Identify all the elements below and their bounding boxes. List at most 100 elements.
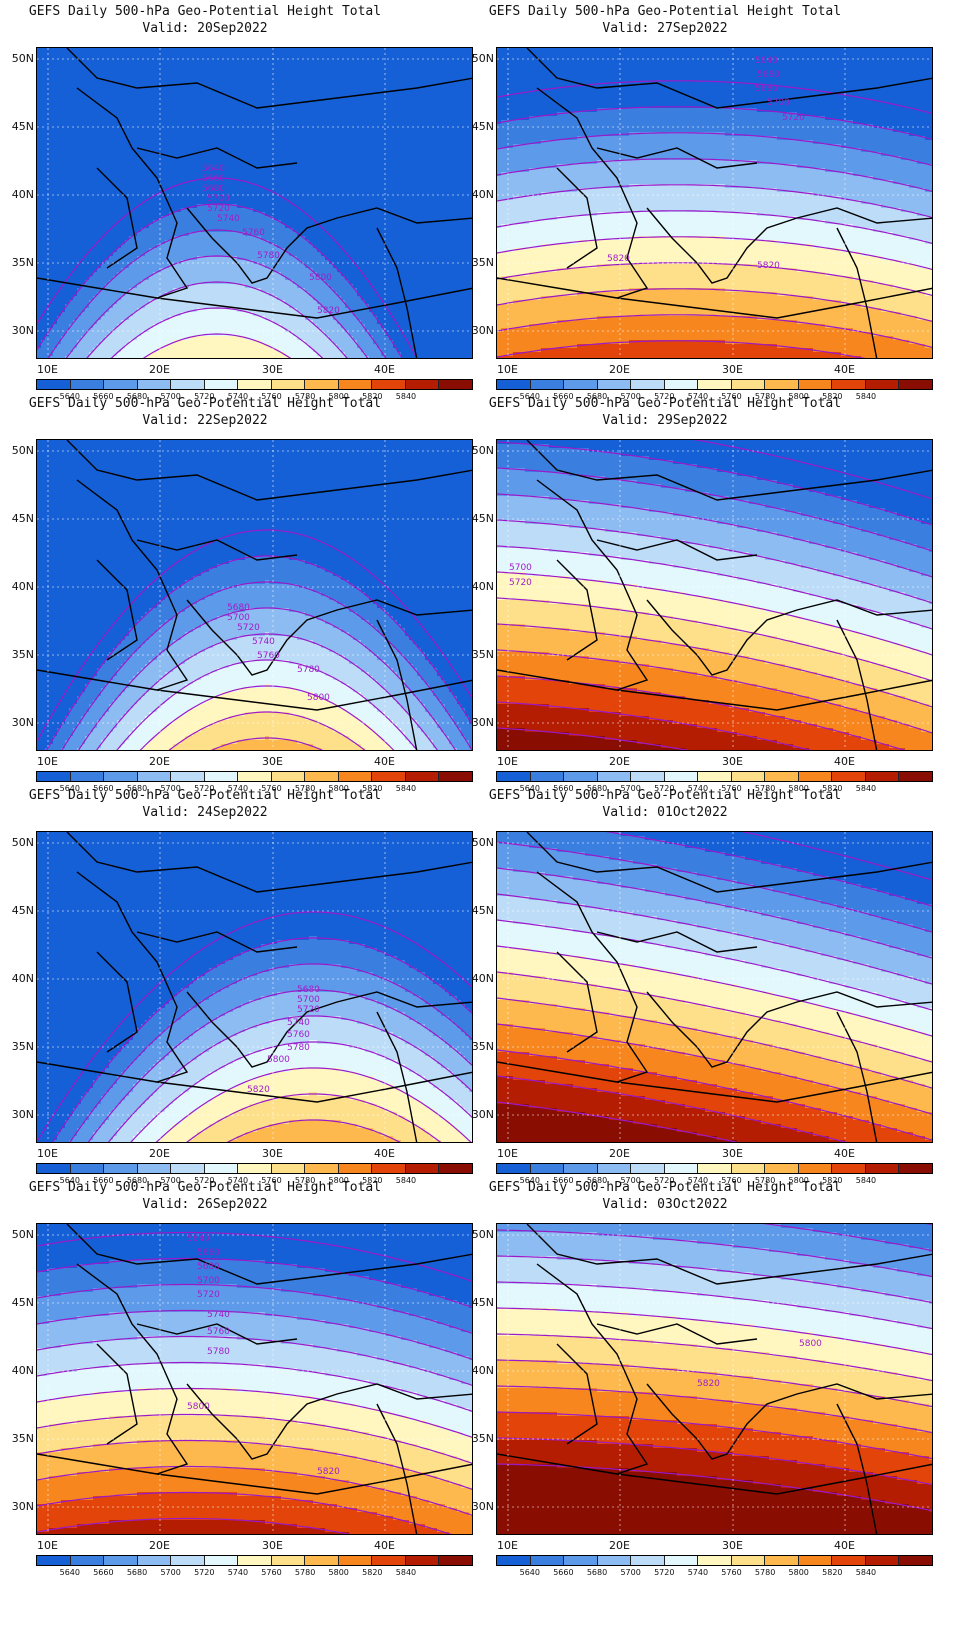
colorbar-label: 5840 <box>396 1568 416 1577</box>
latitude-label: 30N <box>4 1501 34 1513</box>
colorbar <box>496 1163 933 1174</box>
colorbar <box>36 771 473 782</box>
colorbar <box>496 379 933 390</box>
longitude-label: 20E <box>609 755 630 768</box>
colorbar-swatch <box>866 772 900 781</box>
colorbar-swatch <box>832 1556 866 1565</box>
latitude-label: 30N <box>4 717 34 729</box>
contour-label: 5780 <box>287 1043 310 1053</box>
panel-title: GEFS Daily 500-hPa Geo-Potential Height … <box>0 396 410 412</box>
colorbar-swatch <box>866 1164 900 1173</box>
colorbar-swatch <box>832 772 866 781</box>
contour-label: 5660 <box>202 174 225 184</box>
colorbar-label: 5660 <box>93 1568 113 1577</box>
latitude-label: 30N <box>4 325 34 337</box>
contour-label: 5660 <box>197 1248 220 1258</box>
colorbar-swatch <box>104 1164 138 1173</box>
colorbar-label: 5720 <box>654 1568 674 1577</box>
colorbar-swatch <box>305 380 339 389</box>
latitude-label: 35N <box>464 1433 494 1445</box>
panel-title: GEFS Daily 500-hPa Geo-Potential Height … <box>0 788 410 804</box>
latitude-label: 45N <box>4 121 34 133</box>
latitude-label: 50N <box>464 1229 494 1241</box>
contour-label: 5820 <box>607 254 630 264</box>
longitude-label: 40E <box>374 363 395 376</box>
contour-label: 5800 <box>187 1402 210 1412</box>
longitude-label: 20E <box>609 1147 630 1160</box>
longitude-label: 40E <box>834 755 855 768</box>
colorbar-swatch <box>732 1164 766 1173</box>
map-panel: GEFS Daily 500-hPa Geo-Potential Height … <box>460 1176 910 1568</box>
longitude-label: 30E <box>722 363 743 376</box>
panel-title: GEFS Daily 500-hPa Geo-Potential Height … <box>0 4 410 20</box>
contour-label: 5640 <box>202 164 225 174</box>
colorbar-swatch <box>732 380 766 389</box>
colorbar-swatch <box>37 1556 71 1565</box>
contour-label: 5700 <box>197 1276 220 1286</box>
colorbar-swatch <box>205 380 239 389</box>
colorbar-swatch <box>765 772 799 781</box>
longitude-label: 10E <box>37 1147 58 1160</box>
latitude-label: 50N <box>464 445 494 457</box>
colorbar-swatch <box>698 1164 732 1173</box>
colorbar-swatch <box>799 380 833 389</box>
geopotential-map: 5680 5700 5720 5740 5760 5780 5800 <box>36 439 473 751</box>
contour-label: 5760 <box>207 1327 230 1337</box>
colorbar-swatch <box>406 380 440 389</box>
colorbar-swatch <box>832 380 866 389</box>
colorbar-swatch <box>339 1164 373 1173</box>
colorbar-label: 5700 <box>160 1568 180 1577</box>
longitude-label: 30E <box>262 1147 283 1160</box>
longitude-label: 10E <box>497 755 518 768</box>
colorbar-label: 5820 <box>362 1568 382 1577</box>
contour-label: 5720 <box>297 1005 320 1015</box>
contour-label: 5780 <box>297 665 320 675</box>
colorbar-swatch <box>531 1556 565 1565</box>
panel-valid-date: Valid: 27Sep2022 <box>460 21 870 37</box>
latitude-label: 35N <box>4 257 34 269</box>
colorbar-label: 5800 <box>789 1568 809 1577</box>
colorbar-swatch <box>406 772 440 781</box>
colorbar-swatch <box>665 1164 699 1173</box>
longitude-label: 30E <box>262 363 283 376</box>
longitude-label: 20E <box>149 1539 170 1552</box>
geopotential-map: 5640 5660 5680 5700 5720 5740 5760 5780 5800 5820 <box>36 47 473 359</box>
colorbar-swatch <box>665 380 699 389</box>
colorbar-swatch <box>732 1556 766 1565</box>
map-panel: GEFS Daily 500-hPa Geo-Potential Height … <box>0 0 450 392</box>
colorbar-swatch <box>339 772 373 781</box>
colorbar-swatch <box>238 1164 272 1173</box>
latitude-label: 50N <box>4 1229 34 1241</box>
contour-label: 5680 <box>227 603 250 613</box>
colorbar-swatch <box>631 1164 665 1173</box>
colorbar-swatch <box>238 772 272 781</box>
colorbar-label: 5680 <box>127 1568 147 1577</box>
panel-title: GEFS Daily 500-hPa Geo-Potential Height … <box>460 788 870 804</box>
colorbar-swatch <box>631 1556 665 1565</box>
colorbar-swatch <box>372 380 406 389</box>
latitude-label: 50N <box>4 837 34 849</box>
colorbar-swatch <box>598 380 632 389</box>
latitude-label: 45N <box>4 905 34 917</box>
colorbar-swatch <box>171 380 205 389</box>
latitude-label: 50N <box>4 53 34 65</box>
colorbar-swatch <box>899 1556 932 1565</box>
colorbar-swatch <box>631 380 665 389</box>
geopotential-map: 5680 5700 5720 5740 5760 5780 5800 5820 <box>36 831 473 1143</box>
latitude-label: 45N <box>4 513 34 525</box>
latitude-label: 35N <box>4 649 34 661</box>
colorbar-swatch <box>272 1556 306 1565</box>
contour-label: 5820 <box>757 261 780 271</box>
colorbar-swatch <box>104 772 138 781</box>
latitude-label: 40N <box>4 1365 34 1377</box>
latitude-label: 35N <box>464 257 494 269</box>
contour-label: 5720 <box>782 113 805 123</box>
colorbar-swatch <box>531 380 565 389</box>
longitude-label: 10E <box>497 363 518 376</box>
colorbar-swatch <box>564 772 598 781</box>
contour-label: 5640 <box>187 1234 210 1244</box>
contour-label: 5680 <box>197 1262 220 1272</box>
colorbar-swatch <box>698 1556 732 1565</box>
longitude-label: 30E <box>722 755 743 768</box>
colorbar-swatch <box>138 1556 172 1565</box>
